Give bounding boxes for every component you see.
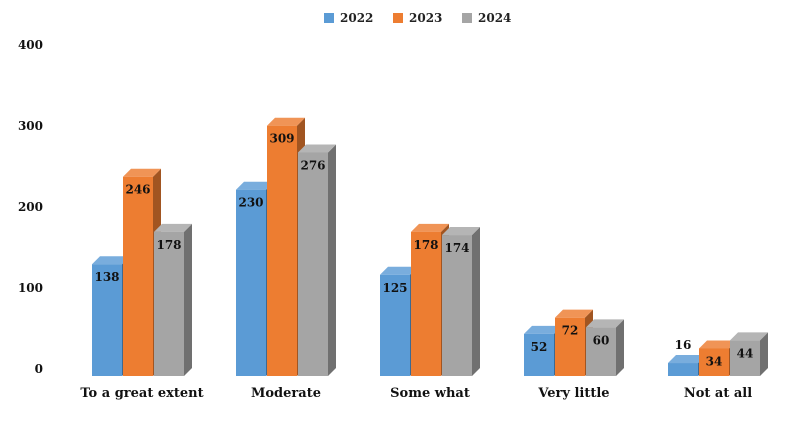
- bar-top: [236, 181, 274, 190]
- bar-side: [760, 332, 768, 376]
- bar-top: [730, 332, 768, 341]
- bar-2024-0: 178: [154, 223, 192, 376]
- bar-front: [442, 235, 472, 376]
- x-tick-label: Some what: [390, 386, 470, 401]
- data-label-2023-2: 178: [413, 238, 438, 252]
- bar-side: [616, 319, 624, 376]
- bar-front: [267, 125, 297, 377]
- bar-top: [699, 340, 737, 349]
- bar-front: [586, 327, 616, 376]
- legend-label-2022: 2022: [340, 11, 373, 25]
- bar-2024-4: 44: [730, 332, 768, 376]
- bar-2023-0: 246: [123, 168, 161, 376]
- x-tick-label: Very little: [537, 386, 609, 401]
- bar-front: [411, 231, 441, 376]
- bar-top: [380, 266, 418, 275]
- bar-side: [472, 227, 480, 376]
- data-label-2022-1: 230: [238, 196, 263, 210]
- legend-swatch-2023: [393, 13, 403, 23]
- bar-top: [668, 355, 706, 364]
- x-axis: To a great extent Moderate Some what Very l…: [80, 386, 752, 401]
- data-label-2024-3: 60: [593, 333, 610, 347]
- x-tick-label: Moderate: [251, 386, 321, 401]
- bar-side: [328, 144, 336, 376]
- x-tick-label: Not at all: [684, 386, 752, 401]
- bar-front: [298, 152, 328, 376]
- y-tick-label: 100: [18, 281, 43, 295]
- y-tick-label: 300: [18, 119, 43, 133]
- bar-top: [411, 223, 449, 232]
- data-label-2024-2: 174: [444, 241, 469, 255]
- bar-top: [92, 256, 130, 265]
- y-tick-label: 200: [18, 200, 43, 214]
- data-label-2024-1: 276: [300, 158, 325, 172]
- bar-2024-2: 174: [442, 227, 480, 376]
- bar-top: [154, 223, 192, 232]
- bar-top: [586, 319, 624, 328]
- data-label-2024-4: 44: [737, 346, 754, 360]
- data-label-2022-2: 125: [382, 281, 407, 295]
- data-label-2023-4: 34: [706, 354, 723, 368]
- bar-front: [92, 264, 122, 376]
- legend-label-2023: 2023: [409, 11, 442, 25]
- bar-top: [555, 309, 593, 318]
- bar-2024-1: 276: [298, 144, 336, 376]
- bar-front: [730, 340, 760, 376]
- bar-front: [699, 348, 729, 376]
- bar-top: [123, 168, 161, 177]
- data-label-2023-0: 246: [125, 183, 150, 197]
- legend-swatch-2024: [462, 13, 472, 23]
- data-label-2023-3: 72: [562, 324, 579, 338]
- bar-front: [524, 333, 554, 376]
- bar-top: [442, 227, 480, 236]
- y-tick-label: 400: [18, 38, 43, 52]
- data-label-2022-3: 52: [531, 340, 548, 354]
- data-label-2022-4: 16: [675, 338, 692, 352]
- bar-top: [524, 325, 562, 334]
- y-axis: 0 100 200 300 400: [18, 38, 43, 376]
- bar-front: [154, 231, 184, 376]
- bars-group: 138 246 178 230 309 276 125 178 174 52 72 60 16 34 44: [92, 117, 768, 377]
- bar-2024-3: 60: [586, 319, 624, 376]
- bar-front: [380, 274, 410, 376]
- bar-front: [123, 176, 153, 376]
- legend-swatch-2022: [324, 13, 334, 23]
- legend-label-2024: 2024: [478, 11, 511, 25]
- bar-front: [668, 363, 698, 376]
- y-tick-label: 0: [35, 362, 43, 376]
- bar-top: [267, 117, 305, 126]
- x-tick-label: To a great extent: [80, 386, 203, 401]
- bar-side: [184, 223, 192, 376]
- bar-front: [236, 189, 266, 376]
- chart-legend: 2022 2023 2024: [324, 11, 511, 25]
- data-label-2024-0: 178: [156, 238, 181, 252]
- bar-front: [555, 317, 585, 376]
- data-label-2022-0: 138: [94, 270, 119, 284]
- bar-top: [298, 144, 336, 153]
- data-label-2023-1: 309: [269, 132, 294, 146]
